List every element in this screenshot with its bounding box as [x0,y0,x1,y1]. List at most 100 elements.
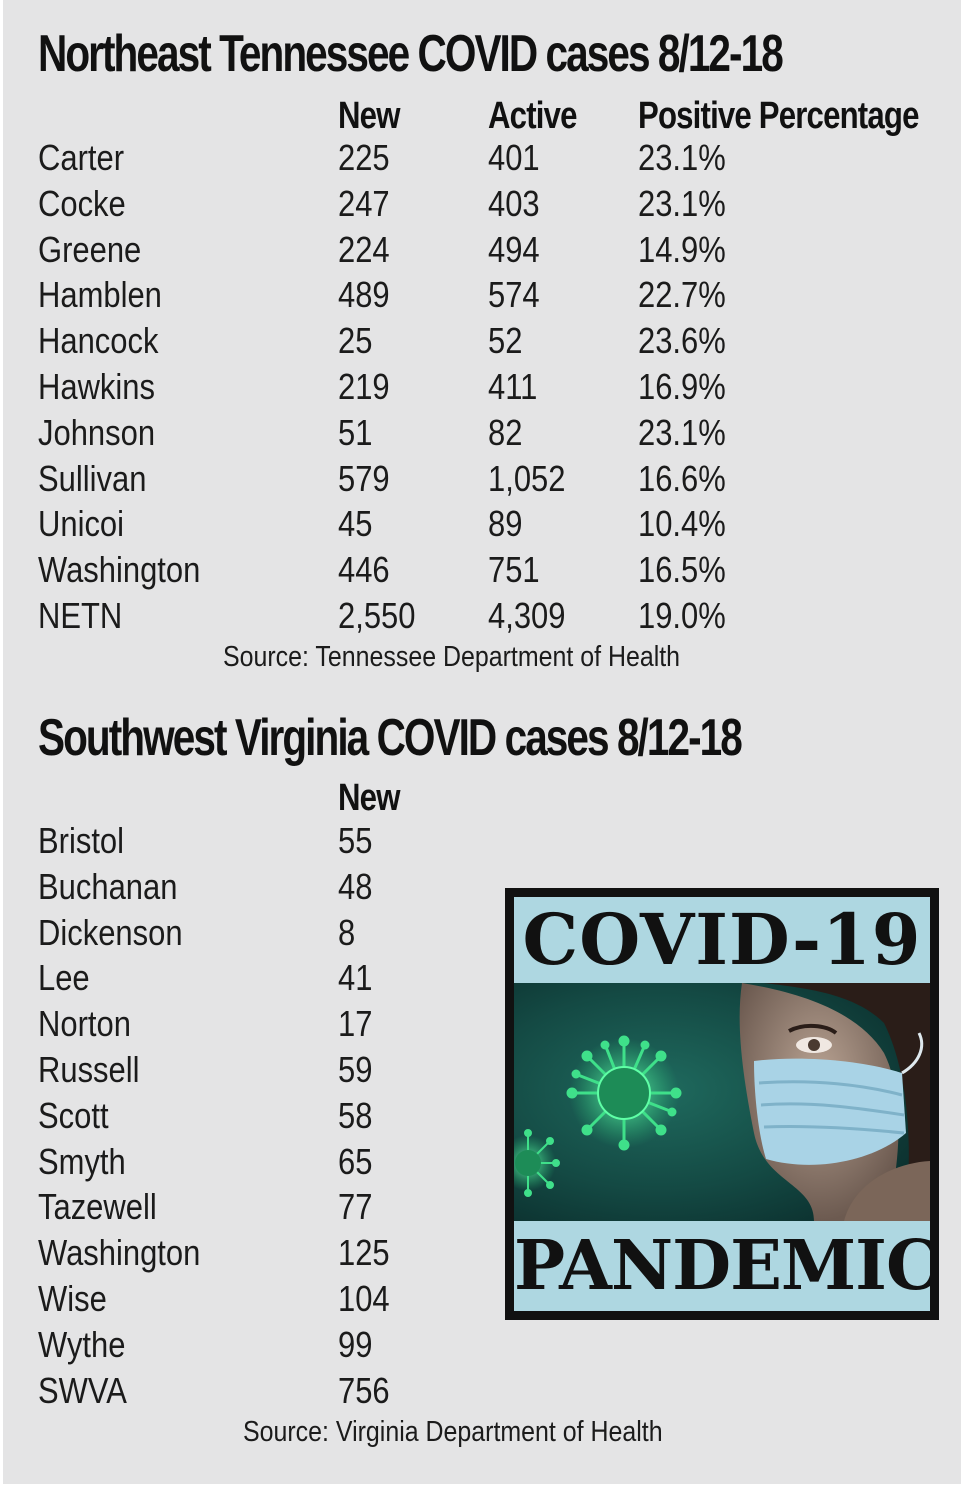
masked-woman-virus-illustration [514,983,930,1221]
va-cell-county: SWVA [38,1369,127,1411]
tn-cell-active: 403 [488,182,540,224]
tn-cell-new: 219 [338,366,390,407]
tn-cell-positive: 16.6% [638,457,726,499]
va-cell-county: Tazewell [38,1186,157,1228]
tn-cell-active: 4,309 [488,595,566,636]
tn-cell-new: 579 [338,457,390,499]
tn-header-positive: Positive Percentage [638,95,919,137]
va-cell-county: Scott [38,1094,109,1136]
va-table-row: Lee 41 [3,957,961,1003]
tn-header-new: New [338,95,400,137]
tn-cell-county: Hamblen [38,274,162,316]
tn-cell-active: 1,052 [488,457,566,499]
tn-cell-positive: 23.1% [638,411,726,453]
tn-cell-positive: 23.6% [638,320,726,362]
tn-cell-positive: 16.9% [638,366,726,407]
tn-cell-active: 751 [488,549,540,591]
tn-cell-positive: 23.1% [638,137,726,178]
va-table-row: Smyth 65 [3,1141,961,1187]
covid-19-label: COVID-19 [514,897,930,983]
va-cell-new: 756 [338,1369,390,1411]
va-table-row: Wythe 99 [3,1324,961,1370]
tn-cell-new: 224 [338,228,390,270]
tn-cell-county: Hawkins [38,366,156,407]
tn-cell-county: Johnson [38,411,156,453]
va-cell-new: 99 [338,1323,373,1365]
tn-cell-county: Washington [38,549,201,591]
va-cell-new: 8 [338,911,356,953]
va-cell-county: Smyth [38,1140,126,1182]
va-table-row: Scott 58 [3,1095,961,1141]
tn-cell-county: Unicoi [38,503,125,545]
tn-cell-new: 25 [338,320,373,362]
masked-woman-virus-image [514,983,930,1221]
tn-cell-positive: 19.0% [638,595,726,636]
va-cell-new: 59 [338,1049,373,1090]
tn-table-row: Hancock 25 52 23.6% [3,320,961,366]
tn-cell-county: NETN [38,595,123,636]
tn-table-row: Washington 446 751 16.5% [3,549,961,595]
tn-cell-active: 494 [488,228,540,270]
va-cell-county: Russell [38,1049,140,1090]
tn-cell-new: 247 [338,182,390,224]
tn-cell-county: Sullivan [38,457,147,499]
va-cell-new: 58 [338,1094,373,1136]
va-cell-new: 65 [338,1140,373,1182]
tn-table-row: Carter 225 401 23.1% [3,137,961,183]
va-table-row: Buchanan 48 [3,866,961,912]
tn-cell-positive: 23.1% [638,182,726,224]
tn-cell-active: 574 [488,274,540,316]
tn-table-row: NETN 2,550 4,309 19.0% [3,595,961,641]
va-table-row: Tazewell 77 [3,1186,961,1232]
va-cell-new: 48 [338,865,373,907]
va-table-row: Dickenson 8 [3,912,961,958]
tn-table-row: Unicoi 45 89 10.4% [3,503,961,549]
tn-cell-active: 401 [488,137,540,178]
va-cell-county: Wise [38,1278,107,1319]
va-cell-county: Washington [38,1232,201,1274]
tn-cell-active: 411 [488,366,538,407]
va-cell-county: Bristol [38,820,125,861]
tn-table-row: Johnson 51 82 23.1% [3,412,961,458]
va-table-row: SWVA 756 [3,1370,961,1416]
tn-cell-county: Cocke [38,182,126,224]
tn-header-active: Active [488,95,577,137]
tn-cell-county: Carter [38,137,125,178]
va-cell-county: Buchanan [38,865,178,907]
va-table-row: Washington 125 [3,1232,961,1278]
va-cell-new: 125 [338,1232,390,1274]
tn-cell-new: 446 [338,549,390,591]
va-header-new: New [338,777,400,819]
va-table-row: Bristol 55 [3,820,961,866]
infographic-panel: Northeast Tennessee COVID cases 8/12-18 … [3,0,961,1484]
tn-cell-positive: 16.5% [638,549,726,591]
tn-cell-county: Hancock [38,320,159,362]
va-cell-new: 55 [338,820,373,861]
tn-cell-active: 52 [488,320,523,362]
va-cell-new: 17 [338,1003,373,1045]
va-source: Source: Virginia Department of Health [243,1416,663,1448]
va-title: Southwest Virginia COVID cases 8/12-18 [38,709,743,767]
tn-cell-county: Greene [38,228,142,270]
va-cell-county: Norton [38,1003,131,1045]
va-cell-new: 77 [338,1186,373,1228]
tn-cell-positive: 14.9% [638,228,726,270]
tn-title: Northeast Tennessee COVID cases 8/12-18 [38,25,784,83]
va-table-row: Wise 104 [3,1278,961,1324]
tn-table-row: Cocke 247 403 23.1% [3,183,961,229]
tn-cell-new: 2,550 [338,595,416,636]
va-cell-new: 41 [338,957,373,999]
tn-table-row: Hamblen 489 574 22.7% [3,274,961,320]
pandemic-label: PANDEMIC [514,1221,930,1311]
tn-table-row: Sullivan 579 1,052 16.6% [3,458,961,504]
va-cell-county: Dickenson [38,911,183,953]
tn-cell-new: 45 [338,503,373,545]
va-table-row: Russell 59 [3,1049,961,1095]
va-cell-county: Lee [38,957,90,999]
va-table-row: Norton 17 [3,1003,961,1049]
tn-cell-new: 225 [338,137,390,178]
tn-cell-positive: 22.7% [638,274,726,316]
va-cell-new: 104 [338,1278,390,1319]
tn-table-row: Greene 224 494 14.9% [3,229,961,275]
tn-cell-active: 89 [488,503,523,545]
